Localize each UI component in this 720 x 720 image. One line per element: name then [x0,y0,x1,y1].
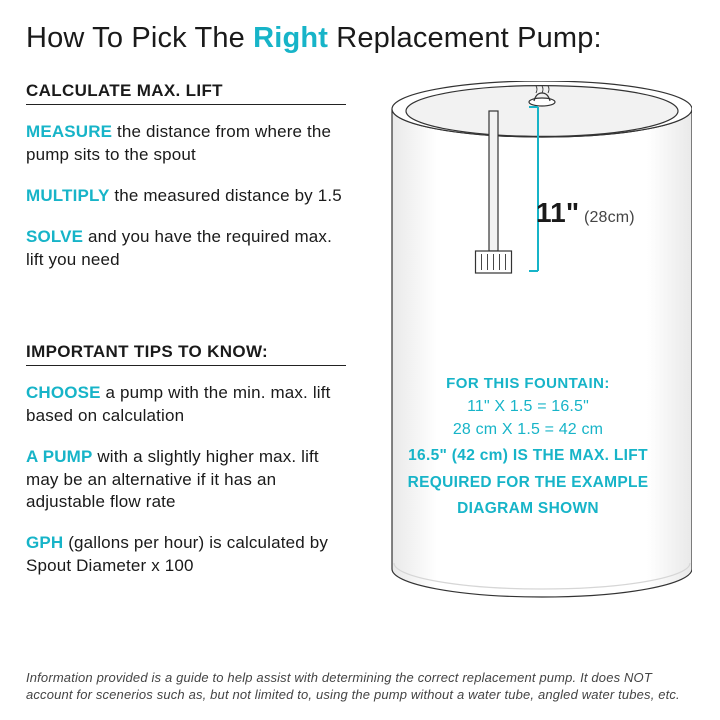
calc-result-2: REQUIRED FOR THE EXAMPLE [362,472,694,494]
calc-result-3: DIAGRAM SHOWN [362,498,694,520]
kw-measure: MEASURE [26,122,112,141]
section-calc-head: CALCULATE MAX. LIFT [26,81,346,101]
title-post: Replacement Pump: [328,22,602,54]
kw-choose: CHOOSE [26,383,101,402]
tip-gph-text: (gallons per hour) is calculated by Spou… [26,533,328,575]
kw-solve: SOLVE [26,227,83,246]
footnote: Information provided is a guide to help … [26,669,694,704]
title-emph: Right [253,22,328,54]
section-tips-head: IMPORTANT TIPS TO KNOW: [26,342,346,362]
measurement-label: 11" (28cm) [536,197,635,229]
left-column: CALCULATE MAX. LIFT MEASURE the distance… [26,81,346,596]
measurement-value: 11" [536,197,579,228]
title-pre: How To Pick The [26,22,253,54]
calculation-block: FOR THIS FOUNTAIN: 11" X 1.5 = 16.5" 28 … [362,373,694,521]
divider [26,104,346,105]
page-title: How To Pick The Right Replacement Pump: [26,22,694,55]
step-measure: MEASURE the distance from where the pump… [26,121,346,167]
divider [26,365,346,366]
calc-line-2: 28 cm X 1.5 = 42 cm [362,418,694,441]
kw-multiply: MULTIPLY [26,186,109,205]
tip-gph: GPH (gallons per hour) is calculated by … [26,532,346,578]
step-multiply-text: the measured distance by 1.5 [109,186,341,205]
calc-line-1: 11" X 1.5 = 16.5" [362,395,694,418]
tip-choose: CHOOSE a pump with the min. max. lift ba… [26,382,346,428]
fountain-diagram [372,81,692,601]
kw-gph: GPH [26,533,63,552]
measurement-unit: (28cm) [584,209,635,226]
calc-result-1: 16.5" (42 cm) IS THE MAX. LIFT [362,445,694,467]
calc-head: FOR THIS FOUNTAIN: [362,373,694,395]
step-multiply: MULTIPLY the measured distance by 1.5 [26,185,346,208]
tip-apump: A PUMP with a slightly higher max. lift … [26,446,346,515]
kw-apump: A PUMP [26,447,92,466]
right-column: 11" (28cm) FOR THIS FOUNTAIN: 11" X 1.5 … [362,81,694,596]
step-solve: SOLVE and you have the required max. lif… [26,226,346,272]
